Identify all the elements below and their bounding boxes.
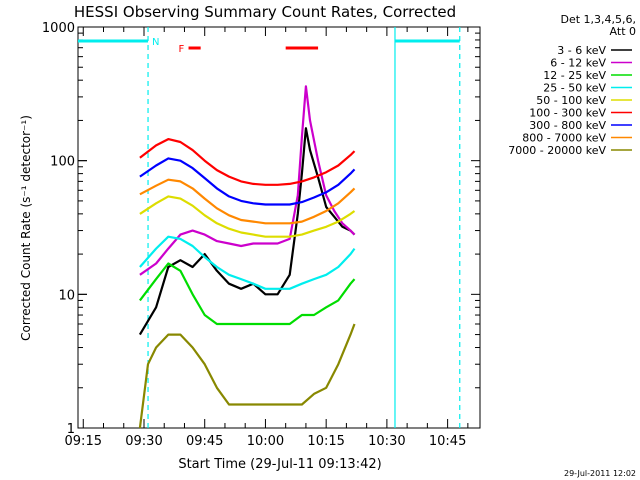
series-line bbox=[139, 235, 356, 290]
series-group bbox=[138, 85, 356, 429]
series-line bbox=[139, 138, 356, 186]
x-tick-label: 09:30 bbox=[125, 434, 162, 449]
legend-label: 50 - 100 keV bbox=[536, 94, 606, 107]
x-axis-label: Start Time (29-Jul-11 09:13:42) bbox=[178, 457, 381, 472]
legend-header: Det 1,3,4,5,6, bbox=[560, 13, 636, 26]
interval-label: F bbox=[179, 44, 185, 55]
legend-label: 800 - 7000 keV bbox=[522, 132, 606, 145]
legend-label: 7000 - 20000 keV bbox=[508, 144, 606, 157]
x-axis: 09:15 09:30 09:45 10:00 10:15 10:30 10:45 bbox=[65, 27, 469, 449]
annotations: NF bbox=[78, 27, 461, 428]
x-tick-label: 10:15 bbox=[307, 434, 344, 449]
x-tick-label: 10:00 bbox=[247, 434, 284, 449]
series-line bbox=[139, 195, 356, 238]
y-axis-label: Corrected Count Rate (s⁻¹ detector⁻¹) bbox=[19, 115, 33, 341]
footer-timestamp: 29-Jul-2011 12:02 bbox=[564, 469, 636, 478]
y-tick-label: 100 bbox=[50, 155, 75, 170]
y-tick-label: 1 bbox=[67, 422, 75, 437]
y-tick-label: 10 bbox=[58, 288, 75, 303]
x-tick-label: 09:45 bbox=[186, 434, 223, 449]
y-tick-label: 1000 bbox=[42, 21, 75, 36]
y-axis: 1 10 100 1000 bbox=[42, 21, 480, 437]
x-tick-label: 10:45 bbox=[429, 434, 466, 449]
x-tick-label: 10:30 bbox=[368, 434, 405, 449]
legend-header: Att 0 bbox=[610, 25, 636, 38]
legend-label: 25 - 50 keV bbox=[543, 82, 606, 95]
chart-title: HESSI Observing Summary Count Rates, Cor… bbox=[74, 3, 456, 21]
series-line bbox=[139, 157, 356, 206]
legend-label: 300 - 800 keV bbox=[529, 119, 606, 132]
plot-frame bbox=[77, 26, 481, 429]
interval-label: N bbox=[152, 37, 159, 48]
series-line bbox=[138, 323, 356, 429]
legend-label: 100 - 300 keV bbox=[529, 107, 606, 120]
legend-label: 12 - 25 keV bbox=[543, 69, 606, 82]
x-tick-label: 09:15 bbox=[65, 434, 102, 449]
series-line bbox=[139, 178, 356, 225]
series-line bbox=[139, 85, 356, 276]
series-line bbox=[139, 262, 356, 326]
legend-label: 3 - 6 keV bbox=[557, 44, 606, 57]
plot-area bbox=[77, 26, 481, 429]
legend-label: 6 - 12 keV bbox=[550, 57, 606, 70]
